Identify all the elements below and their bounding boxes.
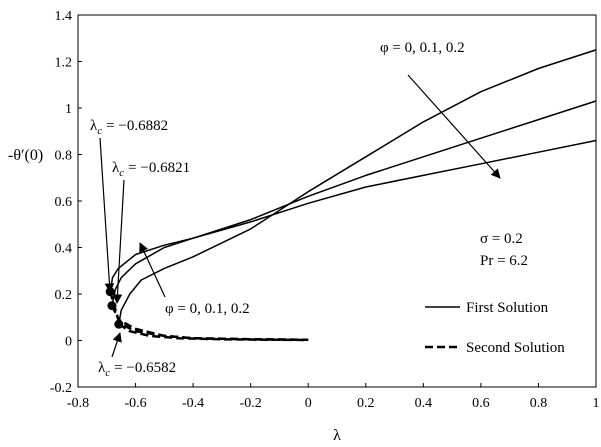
plot-area: [77, 14, 597, 388]
x-tick-label: 0.4: [415, 396, 433, 411]
label-lc3: λc = −0.6582: [98, 360, 176, 379]
y-tick-label: 1: [65, 102, 72, 117]
label-pr: Pr = 6.2: [480, 253, 528, 269]
second-solution-line: [118, 323, 309, 342]
first-solution-line: [111, 100, 597, 306]
x-tick-label: 0.2: [357, 396, 375, 411]
arrow-lc1: [99, 137, 115, 293]
first-solution-line: [109, 139, 597, 292]
x-tick-label: 1: [593, 396, 600, 411]
y-axis-ticks: -0.2 0 0.2 0.4 0.6 0.8 1 1.2 1.4: [50, 9, 82, 396]
arrow-phi-bottom: [139, 242, 166, 298]
label-phi-top: φ = 0, 0.1, 0.2: [380, 40, 465, 56]
y-tick-label: 1.4: [55, 9, 73, 24]
legend: First Solution Second Solution: [425, 300, 565, 356]
label-phi-bottom: φ = 0, 0.1, 0.2: [165, 301, 250, 317]
critical-point-marker: [114, 319, 124, 329]
x-tick-label: -0.8: [67, 396, 89, 411]
label-lc1: λc = −0.6882: [90, 118, 168, 137]
x-tick-label: -0.4: [182, 396, 204, 411]
x-axis-title: λ: [333, 427, 341, 444]
y-tick-label: 0.8: [55, 149, 73, 164]
arrow-lc2: [112, 179, 125, 304]
series-group: [108, 49, 597, 342]
y-tick-label: 0.6: [55, 195, 73, 210]
critical-point-marker: [107, 301, 117, 311]
y-tick-label: 0.4: [55, 242, 73, 257]
y-tick-label: 0.2: [55, 288, 73, 303]
first-solution-line: [118, 49, 597, 325]
legend-first-solution-label: First Solution: [466, 300, 549, 316]
y-axis-title: -θ′(0): [8, 147, 43, 164]
y-tick-label: 0: [65, 335, 72, 350]
label-lc2: λc = −0.6821: [112, 160, 190, 179]
arrow-lc3: [111, 332, 122, 358]
arrow-phi-top: [407, 74, 501, 179]
x-axis-ticks: -0.8 -0.6 -0.4 -0.2 0 0.2 0.4 0.6 0.8 1: [67, 383, 600, 411]
x-tick-label: 0: [305, 396, 312, 411]
legend-second-solution-label: Second Solution: [466, 340, 565, 356]
x-tick-label: 0.6: [472, 396, 490, 411]
y-tick-label: 1.2: [55, 56, 73, 71]
x-tick-label: -0.2: [240, 396, 262, 411]
label-sigma: σ = 0.2: [480, 231, 523, 247]
x-tick-label: -0.6: [124, 396, 146, 411]
x-tick-label: 0.8: [530, 396, 548, 411]
y-tick-label: -0.2: [50, 381, 72, 396]
